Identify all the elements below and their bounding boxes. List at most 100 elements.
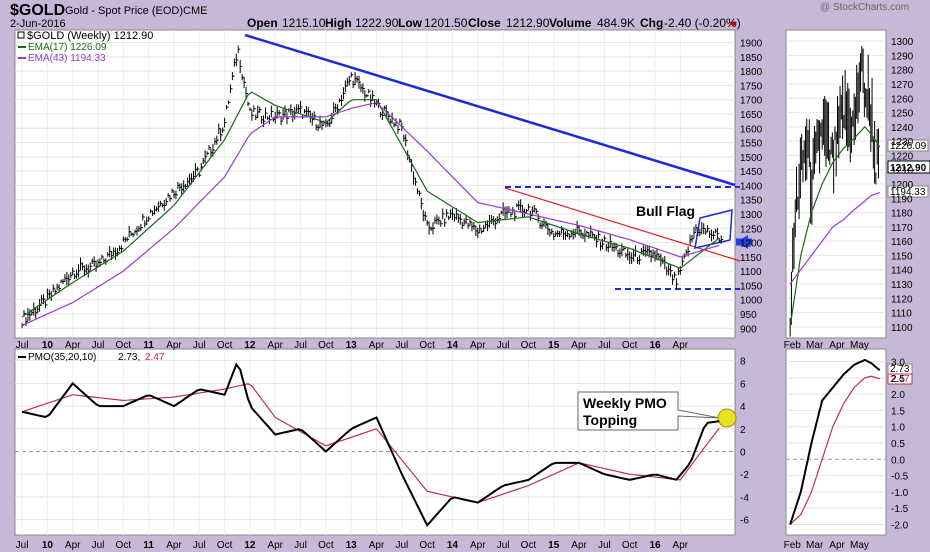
inset-price-y-tick-label: 1250 bbox=[891, 109, 914, 120]
inset-x-tick-label: Feb bbox=[784, 340, 802, 351]
inset-price-y-tick-label: 1190 bbox=[891, 194, 913, 205]
blue-arrow-shaft bbox=[736, 238, 752, 246]
inset-ema17-line bbox=[789, 126, 881, 327]
price-y-tick-label: 1700 bbox=[740, 96, 763, 107]
pmo-x-tick-label: Jul bbox=[598, 540, 611, 551]
pmo-x-tick-label: Oct bbox=[521, 540, 537, 551]
price-y-tick-label: 1600 bbox=[740, 124, 763, 135]
pmo-line bbox=[21, 362, 720, 528]
open-label: Open bbox=[247, 16, 278, 30]
legend-ema17: EMA(17) 1226.09 bbox=[28, 42, 107, 53]
pmo-x-tick-label: Oct bbox=[116, 540, 132, 551]
inset-price-y-tick-label: 1170 bbox=[891, 223, 913, 234]
price-y-tick-label: 1550 bbox=[740, 139, 763, 150]
low-label: Low bbox=[398, 16, 423, 30]
tag-ema43-box bbox=[887, 185, 929, 198]
chg-label: Chg bbox=[640, 16, 663, 30]
price-x-tick-label: Oct bbox=[116, 340, 132, 351]
price-x-tick-label: 12 bbox=[244, 340, 256, 351]
pmo-x-tick-label: Jul bbox=[16, 540, 29, 551]
inset-price-y-tick-label: 1150 bbox=[891, 251, 913, 262]
pmo-x-tick-label: 14 bbox=[447, 540, 459, 551]
inset-pmo-y-tick-label: -2.0 bbox=[891, 520, 909, 531]
price-y-tick-label: 1200 bbox=[740, 239, 763, 250]
price-x-tick-label: 15 bbox=[548, 340, 560, 351]
price-y-tick-label: 900 bbox=[740, 324, 757, 335]
price-x-tick-label: 11 bbox=[143, 340, 154, 351]
price-y-tick-label: 1650 bbox=[740, 110, 763, 121]
trendlines bbox=[244, 33, 752, 290]
pmo-y-tick-label: -4 bbox=[740, 493, 749, 504]
price-y-tick-label: 1750 bbox=[740, 81, 763, 92]
price-y-tick-label: 1900 bbox=[740, 39, 763, 50]
inset-price-y-tick-label: 1130 bbox=[891, 280, 913, 291]
inset-pmo-y-tick-label: 0.5 bbox=[891, 439, 905, 450]
inset-price-y-tick-label: 1160 bbox=[891, 237, 913, 248]
callout-line-1: Weekly PMO bbox=[583, 395, 667, 411]
inset-price-y-tick-label: 1200 bbox=[891, 180, 914, 191]
pmo-x-tick-label: Oct bbox=[217, 540, 233, 551]
price-y-tick-label: 1350 bbox=[740, 196, 763, 207]
pmo-legend: PMO(35,20,10) 2.73, 2.47 bbox=[18, 352, 165, 363]
pmo-x-tick-label: Oct bbox=[419, 540, 435, 551]
inset-pmo-y-tick-label: 3.0 bbox=[891, 358, 905, 369]
watermark: @ StockCharts.com bbox=[820, 2, 909, 13]
pmo-callout: Weekly PMO Topping bbox=[577, 391, 737, 431]
price-x-tick-label: Oct bbox=[419, 340, 435, 351]
pmo-y-tick-label: -6 bbox=[740, 516, 749, 527]
ohlc-readout: Open 1215.10 High 1222.90 Low 1201.50 Cl… bbox=[247, 16, 741, 30]
price-y-tick-label: 950 bbox=[740, 310, 757, 321]
pmo-x-tick-label: Apr bbox=[65, 540, 81, 551]
inset-price-y-tick-label: 1120 bbox=[891, 294, 913, 305]
bull-flag-channel bbox=[694, 209, 733, 249]
price-y-tick-label: 1450 bbox=[740, 167, 763, 178]
legend-pmo-value: 2.73, bbox=[118, 352, 140, 363]
pmo-x-tick-label: 12 bbox=[244, 540, 256, 551]
tag-ema43: 1194.33 bbox=[890, 187, 926, 198]
pmo-x-tick-label: Apr bbox=[673, 540, 689, 551]
pmo-x-tick-label: Apr bbox=[571, 540, 587, 551]
chart-date: 2-Jun-2016 bbox=[10, 18, 66, 30]
pmo-x-tick-label: Apr bbox=[369, 540, 385, 551]
chart-marks: 900 950 1000 1050 1100 1150 1200 1250 1300 1350 14… bbox=[16, 37, 914, 551]
inset-pmo-x-tick-label: Apr bbox=[829, 540, 845, 551]
inset-pmo-y-tick-label: 2.5 bbox=[891, 374, 905, 385]
inset-x-tick-label: Apr bbox=[829, 340, 845, 351]
price-x-tick-label: Jul bbox=[497, 340, 510, 351]
tag-signal: 2.47 bbox=[890, 374, 910, 385]
pmo-x-tick-label: 15 bbox=[548, 540, 560, 551]
legend-pmo-name: PMO(35,20,10) bbox=[28, 352, 96, 363]
legend-price: $GOLD (Weekly) 1212.90 bbox=[27, 30, 153, 42]
price-x-tick-label: Oct bbox=[217, 340, 233, 351]
pmo-x-tick-label: 13 bbox=[346, 540, 358, 551]
red-trendline bbox=[504, 187, 741, 262]
pmo-y-tick-label: -2 bbox=[740, 470, 749, 481]
price-x-tick-label: 13 bbox=[346, 340, 358, 351]
price-y-tick-label: 1150 bbox=[740, 253, 762, 264]
close-value: 1212.90 bbox=[506, 16, 550, 30]
tag-close: 1212.90 bbox=[890, 163, 927, 174]
pmo-y-tick-label: 8 bbox=[740, 357, 746, 368]
inset-price-y-tick-label: 1140 bbox=[891, 266, 913, 277]
pmo-y-tick-label: 2 bbox=[740, 425, 746, 436]
inset-price-y-tick-label: 1300 bbox=[891, 37, 914, 48]
tag-close-box bbox=[887, 160, 930, 174]
inset-x-tick-label: May bbox=[850, 340, 869, 351]
price-x-tick-label: Apr bbox=[65, 340, 81, 351]
chg-value: -2.40 (-0.20%) bbox=[664, 16, 741, 30]
price-y-tick-label: 1800 bbox=[740, 67, 763, 78]
price-legend: $GOLD (Weekly) 1212.90 EMA(17) 1226.09 E… bbox=[17, 30, 153, 64]
pmo-y-tick-label: 4 bbox=[740, 402, 746, 413]
price-x-tick-label: Jul bbox=[598, 340, 611, 351]
tag-pmo: 2.73 bbox=[890, 364, 910, 375]
inset-price-y-tick-label: 1270 bbox=[891, 80, 914, 91]
pmo-x-tick-label: Jul bbox=[395, 540, 408, 551]
inset-pmo-y-tick-label: 1.5 bbox=[891, 406, 905, 417]
price-y-tick-label: 1400 bbox=[740, 181, 763, 192]
inset-pmo-y-tick-label: -1.5 bbox=[891, 504, 909, 515]
inset-price-y-tick-label: 1220 bbox=[891, 151, 914, 162]
inset-price-y-tick-label: 1280 bbox=[891, 66, 914, 77]
volume-label: Volume bbox=[549, 16, 592, 30]
tag-ema17: 1226.09 bbox=[890, 141, 927, 152]
